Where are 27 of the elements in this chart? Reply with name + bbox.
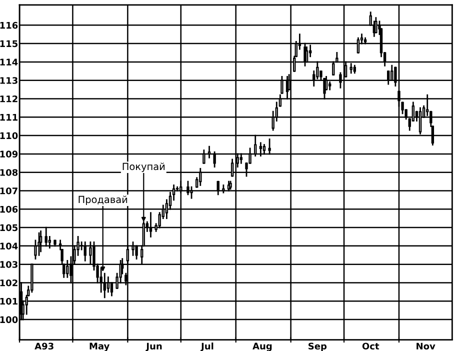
- y-tick-label: 103: [0, 261, 18, 268]
- annotation: Продавай: [78, 196, 128, 206]
- x-tick-label: Jun: [146, 342, 162, 351]
- y-tick-label: 111: [0, 114, 18, 121]
- annotation: Покупай: [122, 162, 165, 172]
- x-tick-label: Nov: [416, 342, 436, 350]
- y-tick-label: 108: [0, 169, 18, 176]
- y-tick-label: 113: [0, 77, 18, 84]
- y-tick-label: 112: [0, 95, 18, 102]
- y-tick-label: 115: [0, 40, 18, 48]
- y-tick-label: 114: [0, 58, 18, 66]
- y-tick-label: 101: [0, 298, 18, 305]
- y-tick-label: 109: [0, 150, 18, 158]
- x-tick-label: Oct: [362, 342, 380, 350]
- y-tick-label: 107: [0, 187, 18, 194]
- y-tick-label: 105: [0, 224, 18, 232]
- x-tick-label: May: [90, 342, 110, 351]
- y-tick-label: 116: [0, 22, 18, 29]
- y-tick-label: 106: [0, 206, 18, 213]
- y-tick-label: 102: [0, 279, 18, 286]
- y-tick-label: 104: [0, 242, 18, 250]
- x-tick-label: Sep: [308, 342, 327, 351]
- y-tick-label: 110: [0, 132, 18, 140]
- y-tick-label: 100: [0, 316, 18, 324]
- x-tick-label: Aug: [252, 342, 272, 351]
- x-tick-label: Jul: [200, 342, 214, 351]
- x-tick-label: A93: [34, 342, 54, 350]
